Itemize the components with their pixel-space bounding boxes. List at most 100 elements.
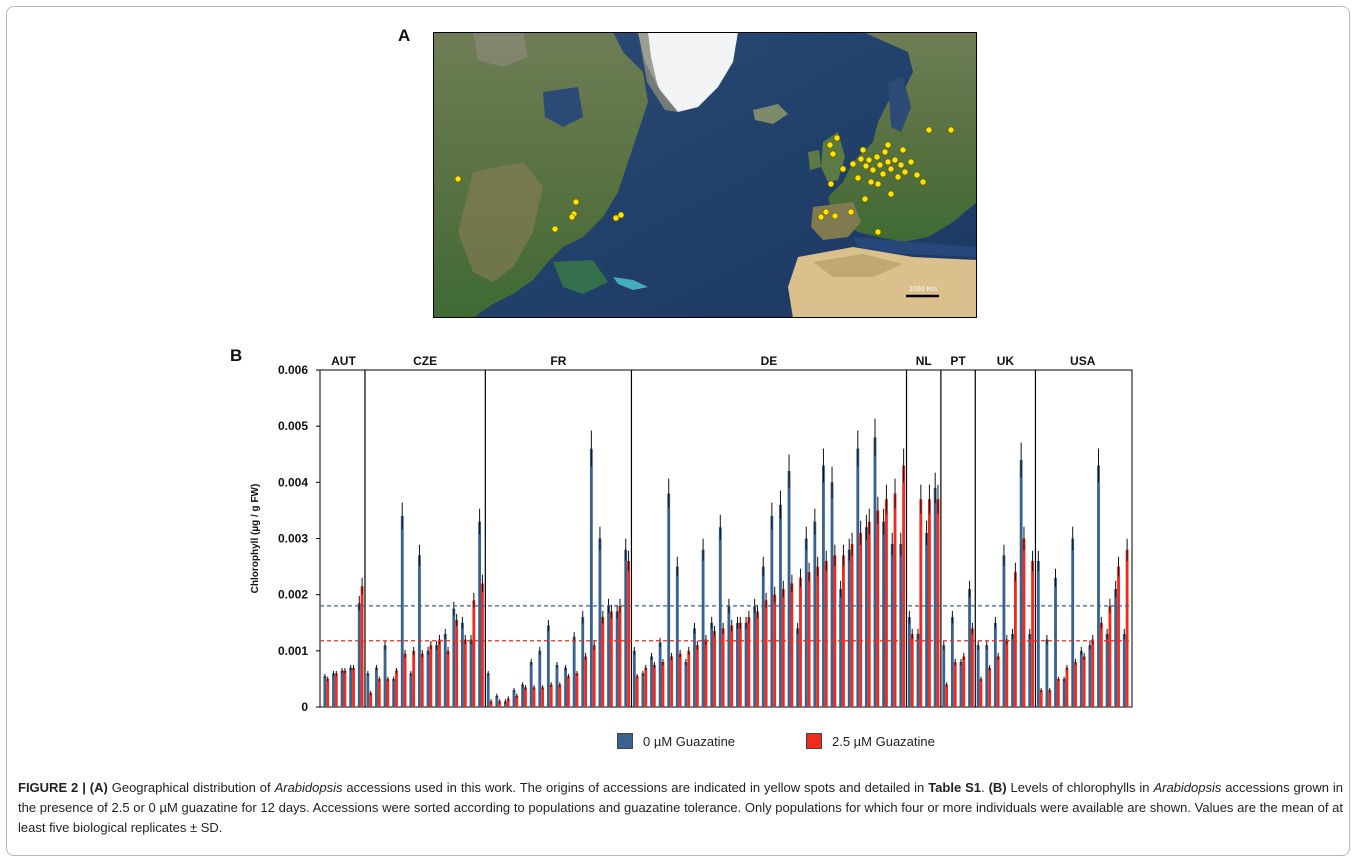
group-label-aut: AUT	[331, 354, 356, 368]
caption-table-link[interactable]: Table S1	[928, 780, 982, 795]
bar-2-5uM	[463, 639, 467, 707]
bar-0uM	[469, 639, 473, 707]
bar-2-5uM	[438, 639, 441, 707]
accession-marker	[839, 165, 847, 173]
y-tick-label: 0.005	[278, 419, 308, 433]
mediterranean	[853, 237, 977, 257]
bar-2-5uM	[1117, 566, 1120, 707]
accession-marker	[919, 178, 927, 186]
bar-0uM	[968, 589, 971, 707]
bar-0uM	[667, 493, 671, 707]
bar-2-5uM	[799, 577, 802, 707]
bar-0uM	[856, 448, 860, 707]
bar-0uM	[770, 516, 774, 707]
bar-2-5uM	[420, 653, 424, 707]
group-label-nl: NL	[916, 354, 932, 368]
hudson-bay	[543, 87, 583, 127]
bar-2-5uM	[1005, 639, 1009, 707]
accession-marker	[891, 156, 899, 164]
bar-2-5uM	[1074, 662, 1077, 707]
bar-0uM	[779, 504, 782, 707]
bar-0uM	[418, 555, 421, 707]
bar-2-5uM	[721, 628, 725, 707]
bar-2-5uM	[506, 698, 510, 707]
bar-2-5uM	[979, 678, 983, 707]
bar-0uM	[1062, 678, 1066, 707]
bar-2-5uM	[867, 521, 871, 707]
bar-0uM	[1019, 459, 1023, 707]
accession-marker	[817, 213, 825, 221]
bar-2-5uM	[601, 617, 605, 707]
bar-0uM	[727, 605, 731, 707]
accession-marker	[831, 212, 839, 220]
bar-2-5uM	[919, 499, 923, 707]
bar-0uM	[495, 695, 499, 707]
accession-marker	[867, 178, 875, 186]
bar-0uM	[486, 673, 490, 707]
bar-0uM	[933, 487, 937, 707]
group-label-usa: USA	[1070, 354, 1096, 368]
iceland	[753, 104, 788, 124]
legend-label-0uM: 0 µM Guazatine	[643, 733, 736, 749]
bar-0uM	[460, 622, 464, 707]
accession-marker	[854, 174, 862, 182]
accession-marker	[833, 134, 841, 142]
bar-0uM	[830, 482, 834, 707]
bar-0uM	[796, 628, 800, 707]
legend-swatch-red	[806, 733, 822, 749]
bar-2-5uM	[1022, 538, 1026, 707]
bar-0uM	[985, 645, 989, 707]
chlorophyll-bar-chart: 0 0.001 0.002 0.003 0.004 0.005 0.006 Chlorophy…	[250, 354, 1133, 714]
bar-2-5uM	[910, 633, 914, 707]
bar-2-5uM	[455, 619, 459, 707]
bar-2-5uM	[781, 589, 785, 707]
bar-0uM	[899, 544, 903, 707]
bar-2-5uM	[996, 656, 1000, 707]
bar-0uM	[512, 690, 516, 707]
bar-0uM	[650, 656, 653, 707]
bar-0uM	[710, 622, 714, 707]
bar-0uM	[598, 538, 602, 707]
bar-0uM	[615, 611, 619, 707]
caption-a-end: .	[981, 780, 985, 795]
accession-marker	[847, 208, 855, 216]
bar-0uM	[632, 650, 636, 707]
bar-2-5uM	[1125, 549, 1129, 707]
bar-0uM	[435, 645, 439, 707]
bar-2-5uM	[1013, 572, 1017, 707]
bar-2-5uM	[584, 656, 588, 707]
chart-legend: 0 µM Guazatine 2.5 µM Guazatine	[0, 731, 1358, 753]
caribbean	[613, 277, 648, 290]
bar-0uM	[349, 667, 353, 707]
group-label-fr: FR	[550, 354, 566, 368]
bar-2-5uM	[756, 611, 759, 707]
bar-0uM	[976, 645, 980, 707]
bar-0uM	[925, 532, 928, 707]
atlas-region	[813, 254, 903, 277]
bar-2-5uM	[1048, 690, 1052, 707]
bar-2-5uM	[472, 600, 476, 707]
group-label-de: DE	[761, 354, 778, 368]
caption-a-text-2: accessions used in this work. The origin…	[342, 780, 929, 795]
caption-a-species: Arabidopsis	[274, 780, 343, 795]
bar-2-5uM	[429, 645, 433, 707]
bar-0uM	[736, 622, 739, 707]
accession-marker	[876, 161, 884, 169]
caption-a-ref: (A)	[89, 780, 108, 795]
scale-bar: 1000 Km	[906, 286, 939, 298]
bar-2-5uM	[515, 695, 519, 707]
bar-0uM	[684, 662, 688, 707]
bar-2-5uM	[369, 692, 373, 707]
accession-marker	[899, 146, 907, 154]
bar-2-5uM	[1082, 656, 1086, 707]
bar-0uM	[761, 566, 765, 707]
bar-0uM	[555, 664, 559, 707]
bar-0uM	[452, 608, 456, 707]
bar-0uM	[718, 527, 722, 707]
bar-0uM	[950, 617, 954, 707]
y-tick-label: 0	[301, 700, 308, 714]
bar-2-5uM	[876, 510, 880, 707]
bar-2-5uM	[928, 499, 931, 707]
bar-2-5uM	[747, 617, 751, 707]
bar-2-5uM	[687, 650, 691, 707]
